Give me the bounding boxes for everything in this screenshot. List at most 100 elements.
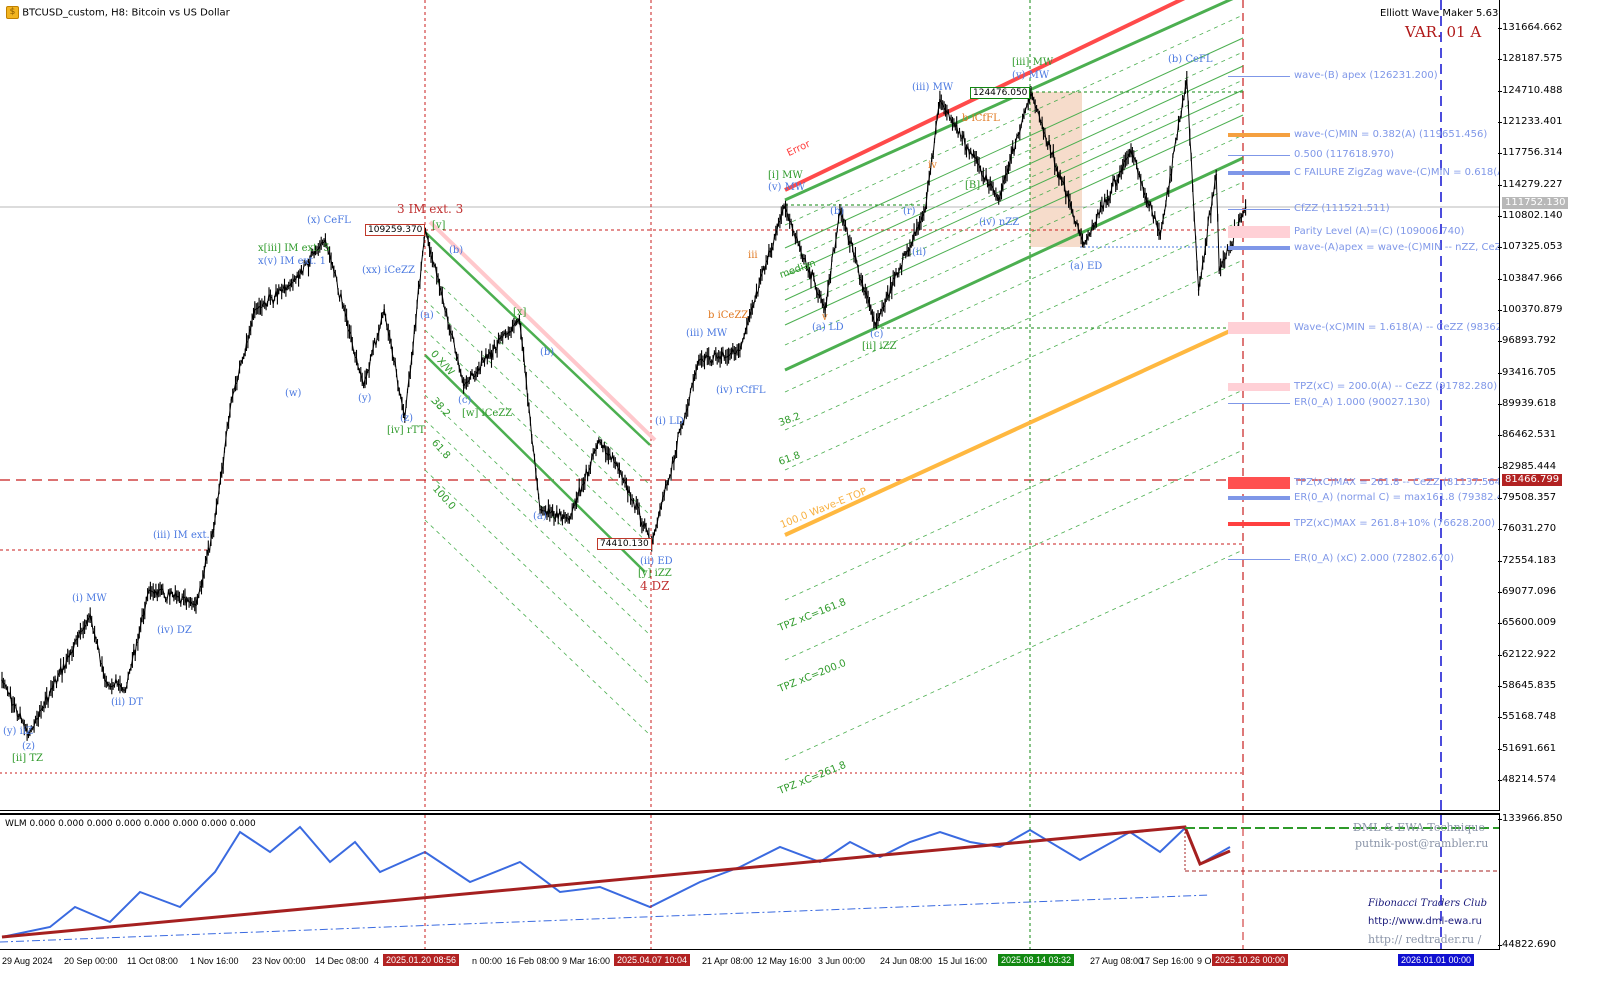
price-point bbox=[362, 384, 365, 387]
down-fib-line bbox=[424, 469, 651, 686]
channel-mid-line bbox=[784, 89, 1244, 301]
price-point bbox=[195, 604, 197, 607]
wave-label: (v) MW bbox=[768, 182, 806, 193]
wave-label: (z) bbox=[400, 413, 414, 424]
alert-price-tag: 81466.799 bbox=[1502, 474, 1563, 486]
time-tick: 20 Sep 00:00 bbox=[64, 956, 118, 966]
credit-email: putnik-post@rambler.ru bbox=[1355, 837, 1489, 850]
price-point bbox=[403, 417, 406, 419]
wave-label: [i] MW bbox=[768, 170, 803, 181]
price-point bbox=[924, 208, 926, 211]
price-point bbox=[783, 205, 785, 207]
wave-label: (b) bbox=[830, 206, 845, 217]
down-fib-line bbox=[424, 419, 651, 636]
price-point bbox=[618, 469, 621, 471]
price-tick: 58645.835 bbox=[1497, 679, 1557, 691]
price-tick: 82985.444 bbox=[1497, 460, 1557, 472]
price-point bbox=[1215, 173, 1218, 176]
credit-link-2[interactable]: http:// redtrader.ru / bbox=[1368, 933, 1482, 946]
time-marker-tag: 2025.10.26 00:00 bbox=[1212, 954, 1289, 966]
wave-label: (i) LD bbox=[655, 416, 684, 427]
price-tick: 96893.792 bbox=[1497, 335, 1557, 347]
chart-title-text: BTCUSD_custom, H8: Bitcoin vs US Dollar bbox=[22, 7, 230, 19]
wave-label: x[iii] IM ext. 5 bbox=[258, 243, 330, 254]
subwindow-axis-top: 133966.850 bbox=[1497, 813, 1563, 824]
wave-label: [y] iZZ bbox=[638, 568, 672, 579]
price-tick: 89939.618 bbox=[1497, 397, 1557, 409]
indicator-name-text: Elliott Wave Maker 5.63 bbox=[1380, 8, 1499, 19]
level-label: Wave-(xC)MIN = 1.618(A) -- CeZZ (98362.0… bbox=[1294, 322, 1499, 333]
credit-club: Fibonacci Traders Club bbox=[1368, 898, 1488, 909]
channel-mid-line bbox=[784, 37, 1244, 249]
credit-technique: DML & EWA Technique bbox=[1353, 821, 1485, 834]
level-label: ER(0_A) (xC) 2.000 (72802.670) bbox=[1294, 553, 1455, 564]
price-line bbox=[1, 79, 1247, 737]
wave-label: (iii) MW bbox=[912, 82, 954, 93]
wave-label: b iCeZZ bbox=[708, 310, 749, 321]
price-point bbox=[824, 308, 826, 311]
main-chart[interactable]: $ BTCUSD_custom, H8: Bitcoin vs US Dolla… bbox=[0, 0, 1500, 811]
down-fib-line bbox=[424, 394, 651, 611]
wave-label: [v] bbox=[432, 220, 446, 231]
price-point bbox=[1186, 79, 1188, 81]
wave-label: (y) iiZ bbox=[3, 726, 33, 737]
level-label: TPZ(xC)MAX = 261.8 -- CeZZ (81137.564) bbox=[1294, 477, 1500, 488]
indicator-label: WLM 0.000 0.000 0.000 0.000 0.000 0.000 … bbox=[5, 819, 256, 829]
level-label: TPZ(xC) = 200.0(A) -- CeZZ (91782.280) bbox=[1294, 381, 1498, 392]
time-tick: 16 Feb 08:00 bbox=[506, 956, 560, 966]
wave-label: (iv) rCfFL bbox=[716, 385, 766, 396]
wave-label: b iCfFL bbox=[962, 113, 1000, 124]
current-price-tag: 111752.130 bbox=[1502, 197, 1569, 209]
variant-label: VAR. 01 A bbox=[1405, 23, 1482, 41]
price-tick: 131664.662 bbox=[1497, 22, 1563, 33]
chart-title: $ BTCUSD_custom, H8: Bitcoin vs US Dolla… bbox=[6, 6, 230, 19]
wave-label: (r) bbox=[903, 206, 916, 217]
price-tick: 69077.096 bbox=[1497, 585, 1557, 597]
price-point bbox=[1197, 289, 1200, 291]
time-tick: 9 Mar 16:00 bbox=[562, 956, 611, 966]
price-tick: 76031.270 bbox=[1497, 523, 1557, 535]
price-point bbox=[1244, 206, 1247, 209]
level-bar bbox=[1228, 522, 1290, 526]
price-point bbox=[598, 439, 600, 442]
price-point bbox=[324, 239, 327, 242]
price-point bbox=[739, 349, 741, 352]
wave-label: (iii) IM ext. bbox=[153, 530, 210, 541]
wlm-indicator-window[interactable]: WLM 0.000 0.000 0.000 0.000 0.000 0.000 … bbox=[0, 813, 1500, 950]
level-label: wave-(B) apex (126231.200) bbox=[1294, 70, 1438, 81]
wave-label: (b) bbox=[449, 245, 464, 256]
time-tick: 23 Nov 00:00 bbox=[252, 956, 306, 966]
time-marker-tag: 2025.04.07 10:04 bbox=[614, 954, 691, 966]
channel-upper bbox=[784, 0, 1234, 202]
level-bar bbox=[1228, 226, 1290, 238]
time-tick: 24 Jun 08:00 bbox=[880, 956, 933, 966]
level-label: ER(0_A) (normal C) = max161.8 (79382.414… bbox=[1294, 492, 1500, 503]
channel-mid-line bbox=[784, 65, 1244, 277]
level-bar bbox=[1228, 496, 1290, 500]
down-fib-line bbox=[424, 329, 651, 546]
wave-label: [w] iCeZZ bbox=[462, 408, 513, 419]
price-chart-canvas bbox=[0, 0, 1499, 810]
price-point bbox=[254, 308, 256, 311]
time-tick: 4 bbox=[374, 956, 380, 966]
level-label: wave-(C)MIN = 0.382(A) (119651.456) bbox=[1294, 129, 1488, 140]
time-marker-tag: 2025.01.20 08:56 bbox=[383, 954, 460, 966]
down-channel-upper bbox=[424, 231, 651, 446]
wave-label: (a) bbox=[420, 310, 434, 321]
price-tick: 72554.183 bbox=[1497, 554, 1557, 566]
level-bar bbox=[1228, 75, 1290, 77]
price-point bbox=[518, 318, 521, 321]
level-bar bbox=[1228, 154, 1290, 156]
wave-label: (iv) nZZ bbox=[979, 217, 1020, 228]
price-point bbox=[89, 614, 91, 617]
price-tick: 79508.357 bbox=[1497, 491, 1557, 503]
fib-channel-line bbox=[784, 181, 1244, 393]
price-box-high: 109259.370 bbox=[365, 224, 426, 236]
wave-label: (i) MW bbox=[72, 593, 107, 604]
fib-channel-line bbox=[784, 219, 1244, 431]
price-box-high2: 124476.050 bbox=[970, 87, 1031, 99]
price-tick: 86462.531 bbox=[1497, 429, 1557, 441]
credit-link[interactable]: http://www.dml-ewa.ru bbox=[1368, 916, 1482, 927]
time-tick: 12 May 16:00 bbox=[757, 956, 812, 966]
down-fib-line bbox=[424, 269, 651, 486]
